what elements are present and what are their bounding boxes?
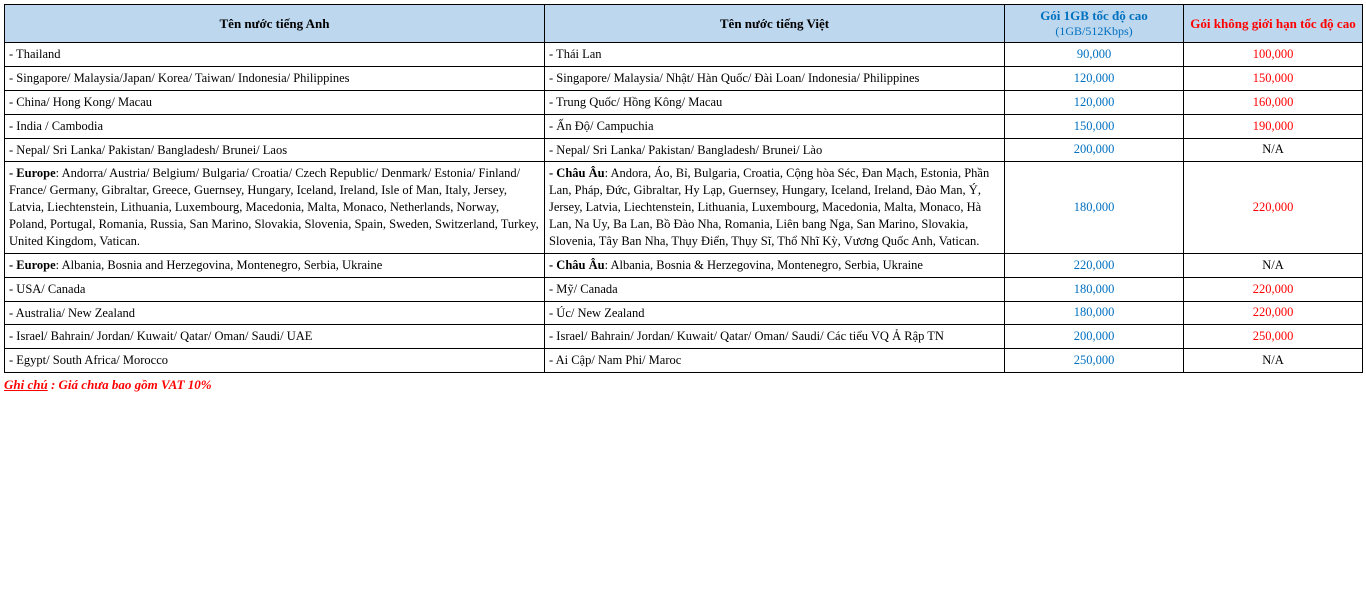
table-row: - India / Cambodia- Ấn Độ/ Campuchia150,… (5, 114, 1363, 138)
cell-price-unlimited: 100,000 (1184, 43, 1363, 67)
cell-price-unlimited: 220,000 (1184, 162, 1363, 253)
cell-country-en: - Nepal/ Sri Lanka/ Pakistan/ Bangladesh… (5, 138, 545, 162)
cell-country-en: - Australia/ New Zealand (5, 301, 545, 325)
plan1-title: Gói 1GB tốc độ cao (1040, 8, 1148, 23)
table-row: - Europe: Albania, Bosnia and Herzegovin… (5, 253, 1363, 277)
cell-country-en: - Europe: Albania, Bosnia and Herzegovin… (5, 253, 545, 277)
cell-price-unlimited: N/A (1184, 253, 1363, 277)
col-header-plan2: Gói không giới hạn tốc độ cao (1184, 5, 1363, 43)
cell-price-unlimited: 150,000 (1184, 66, 1363, 90)
cell-country-en: - Europe: Andorra/ Austria/ Belgium/ Bul… (5, 162, 545, 253)
table-row: - USA/ Canada- Mỹ/ Canada180,000220,000 (5, 277, 1363, 301)
table-row: - Australia/ New Zealand- Úc/ New Zealan… (5, 301, 1363, 325)
table-header-row: Tên nước tiếng Anh Tên nước tiếng Việt G… (5, 5, 1363, 43)
footnote-label: Ghi chú (4, 377, 48, 392)
table-row: - Thailand- Thái Lan90,000100,000 (5, 43, 1363, 67)
cell-country-en: - Thailand (5, 43, 545, 67)
cell-country-vi: - Trung Quốc/ Hồng Kông/ Macau (545, 90, 1005, 114)
cell-price-1gb: 180,000 (1005, 162, 1184, 253)
cell-country-en: - China/ Hong Kong/ Macau (5, 90, 545, 114)
cell-price-1gb: 200,000 (1005, 325, 1184, 349)
col-header-plan1: Gói 1GB tốc độ cao (1GB/512Kbps) (1005, 5, 1184, 43)
col-header-vi: Tên nước tiếng Việt (545, 5, 1005, 43)
cell-country-en: - India / Cambodia (5, 114, 545, 138)
cell-price-1gb: 200,000 (1005, 138, 1184, 162)
cell-price-1gb: 250,000 (1005, 349, 1184, 373)
table-row: - Nepal/ Sri Lanka/ Pakistan/ Bangladesh… (5, 138, 1363, 162)
pricing-table: Tên nước tiếng Anh Tên nước tiếng Việt G… (4, 4, 1363, 373)
cell-country-vi: - Ai Cập/ Nam Phi/ Maroc (545, 349, 1005, 373)
cell-price-1gb: 150,000 (1005, 114, 1184, 138)
plan1-subtitle: (1GB/512Kbps) (1009, 24, 1179, 39)
cell-price-1gb: 220,000 (1005, 253, 1184, 277)
cell-country-vi: - Ấn Độ/ Campuchia (545, 114, 1005, 138)
cell-price-1gb: 180,000 (1005, 277, 1184, 301)
cell-country-vi: - Úc/ New Zealand (545, 301, 1005, 325)
cell-country-vi: - Nepal/ Sri Lanka/ Pakistan/ Bangladesh… (545, 138, 1005, 162)
cell-country-vi: - Singapore/ Malaysia/ Nhật/ Hàn Quốc/ Đ… (545, 66, 1005, 90)
cell-price-1gb: 90,000 (1005, 43, 1184, 67)
cell-country-vi: - Mỹ/ Canada (545, 277, 1005, 301)
col-header-en: Tên nước tiếng Anh (5, 5, 545, 43)
cell-country-vi: - Châu Âu: Andora, Áo, Bỉ, Bulgaria, Cro… (545, 162, 1005, 253)
table-row: - Egypt/ South Africa/ Morocco- Ai Cập/ … (5, 349, 1363, 373)
cell-price-1gb: 120,000 (1005, 66, 1184, 90)
cell-country-en: - USA/ Canada (5, 277, 545, 301)
cell-price-unlimited: 160,000 (1184, 90, 1363, 114)
cell-price-unlimited: 250,000 (1184, 325, 1363, 349)
cell-price-unlimited: 220,000 (1184, 301, 1363, 325)
table-row: - China/ Hong Kong/ Macau- Trung Quốc/ H… (5, 90, 1363, 114)
cell-country-en: - Israel/ Bahrain/ Jordan/ Kuwait/ Qatar… (5, 325, 545, 349)
cell-price-unlimited: 190,000 (1184, 114, 1363, 138)
footnote: Ghi chú : Giá chưa bao gồm VAT 10% (4, 377, 1362, 393)
table-row: - Singapore/ Malaysia/Japan/ Korea/ Taiw… (5, 66, 1363, 90)
cell-country-vi: - Israel/ Bahrain/ Jordan/ Kuwait/ Qatar… (545, 325, 1005, 349)
footnote-text: : Giá chưa bao gồm VAT 10% (48, 377, 212, 392)
cell-price-1gb: 180,000 (1005, 301, 1184, 325)
cell-country-en: - Egypt/ South Africa/ Morocco (5, 349, 545, 373)
cell-country-vi: - Châu Âu: Albania, Bosnia & Herzegovina… (545, 253, 1005, 277)
table-row: - Europe: Andorra/ Austria/ Belgium/ Bul… (5, 162, 1363, 253)
table-row: - Israel/ Bahrain/ Jordan/ Kuwait/ Qatar… (5, 325, 1363, 349)
cell-price-unlimited: N/A (1184, 349, 1363, 373)
cell-country-en: - Singapore/ Malaysia/Japan/ Korea/ Taiw… (5, 66, 545, 90)
cell-price-1gb: 120,000 (1005, 90, 1184, 114)
cell-price-unlimited: N/A (1184, 138, 1363, 162)
cell-price-unlimited: 220,000 (1184, 277, 1363, 301)
cell-country-vi: - Thái Lan (545, 43, 1005, 67)
